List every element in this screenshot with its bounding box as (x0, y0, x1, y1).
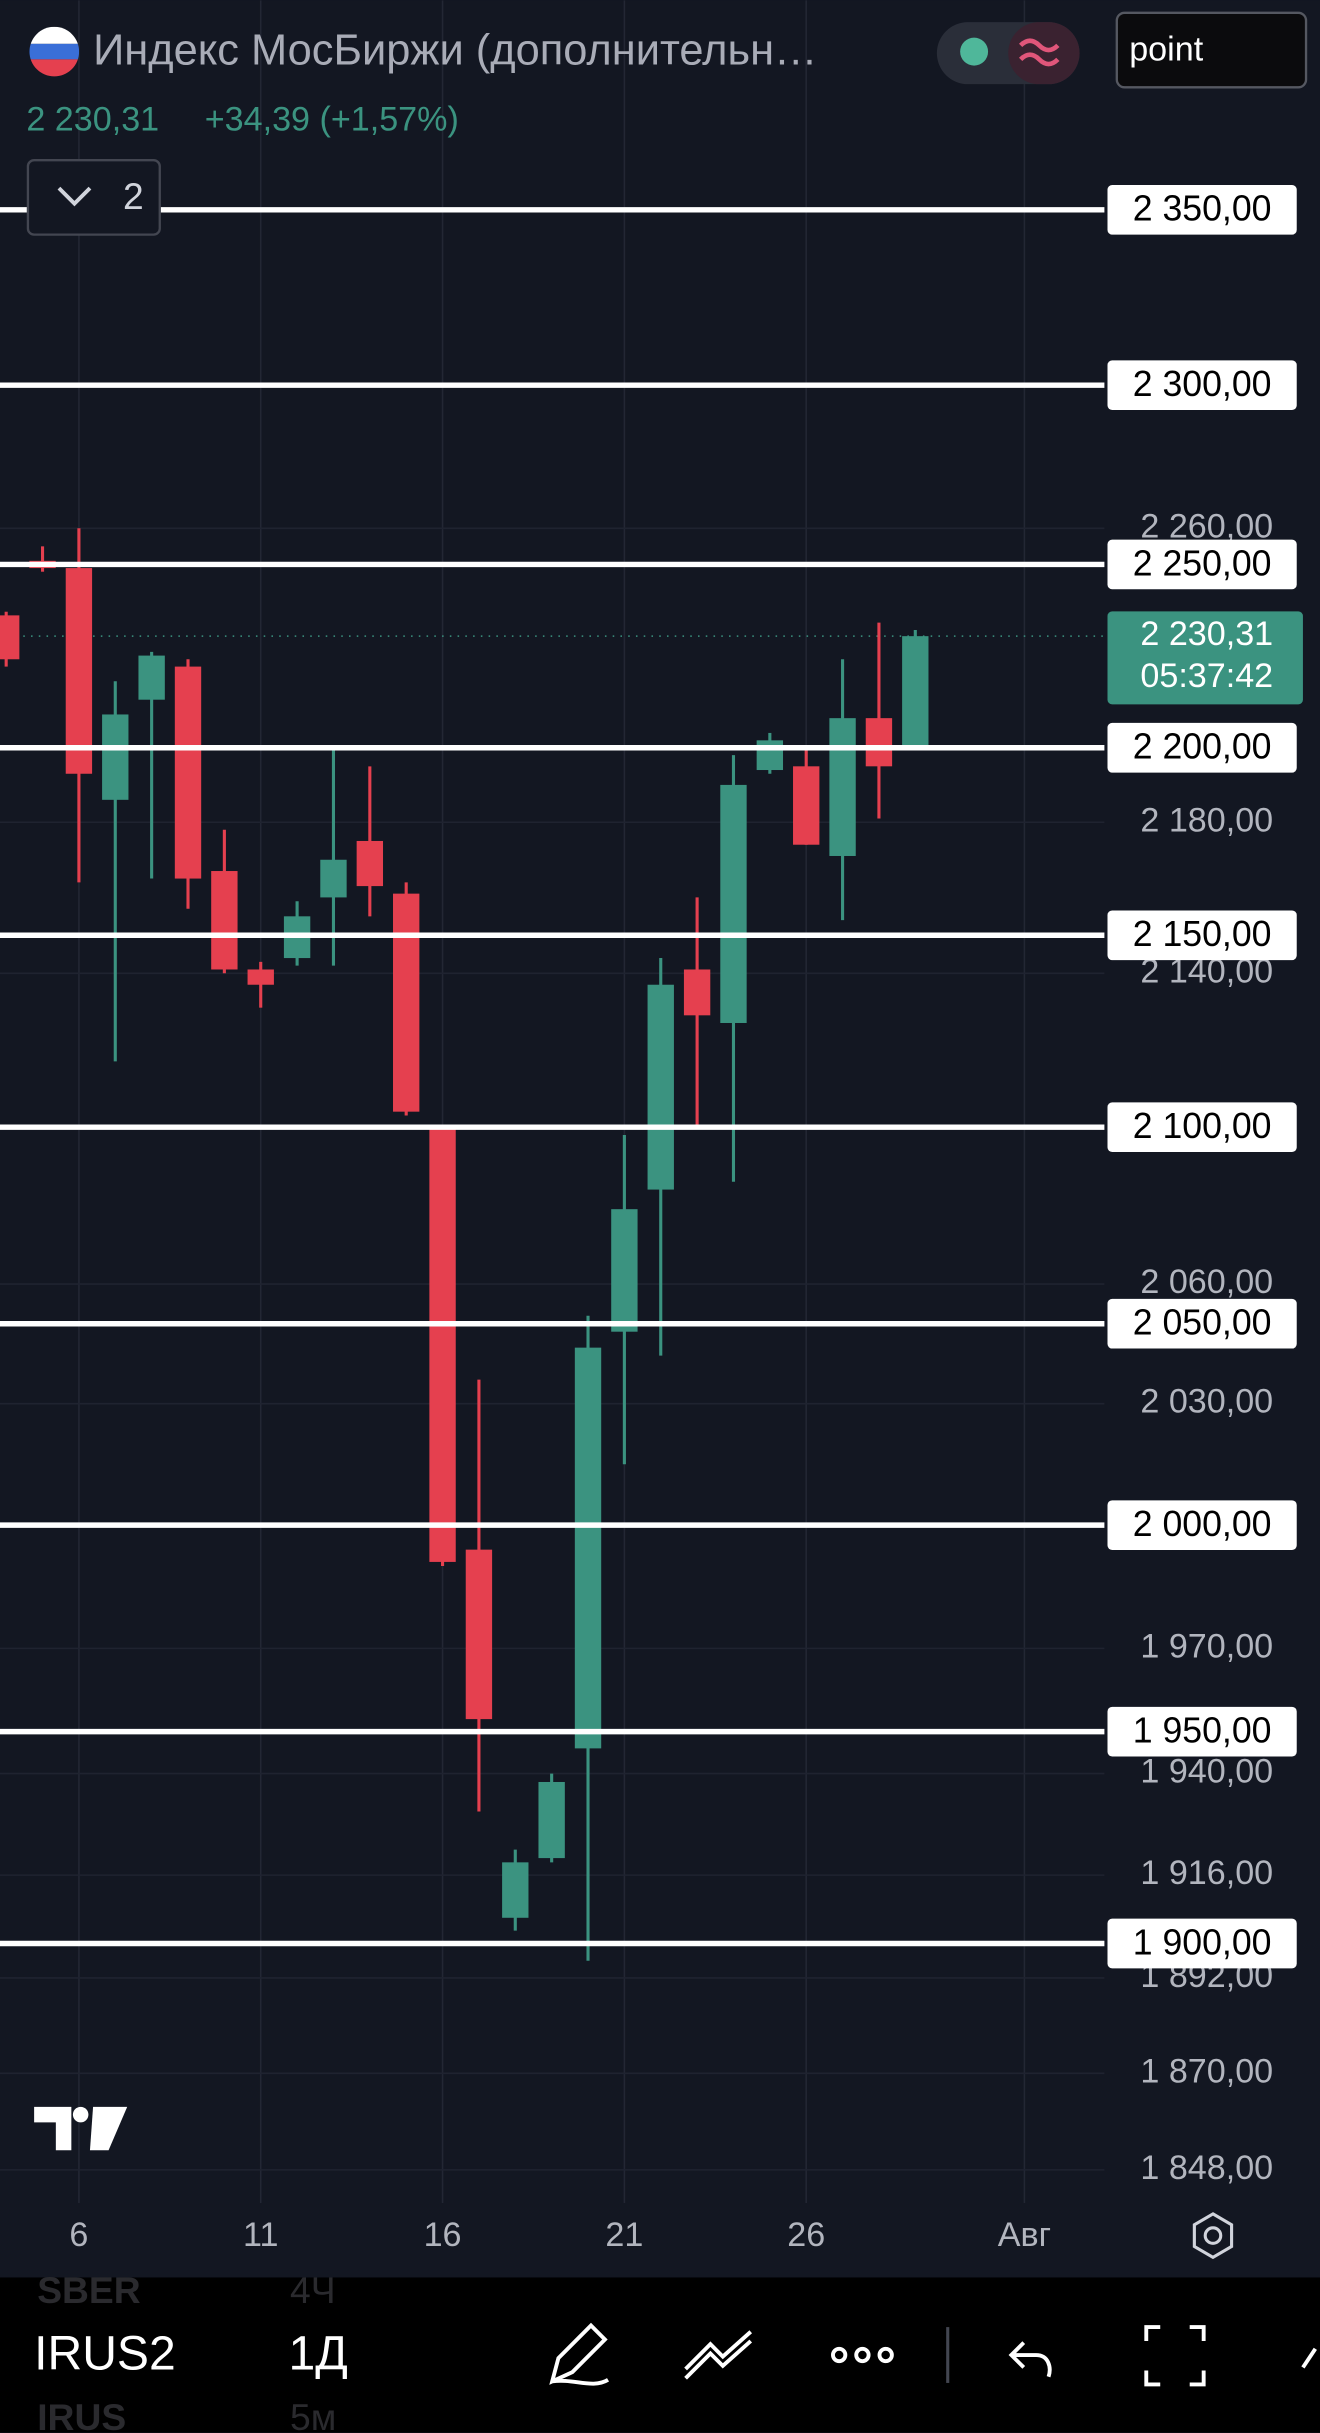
level-label-box (1107, 1918, 1297, 1969)
level-label-box (1107, 722, 1297, 773)
bottom-toolbar: SBER 4Ч IRUS 5м IRUS2 1Д (0, 2269, 1320, 2433)
candle-body (247, 969, 274, 985)
candle-body (211, 871, 238, 970)
price-change: +34,39 (+1,57%) (205, 100, 459, 138)
level-label: 2 150,00 (1133, 914, 1272, 954)
watchlist-interval: 4Ч (290, 2269, 336, 2311)
y-tick-label: 2 060,00 (1140, 1263, 1273, 1301)
candle-body (102, 714, 129, 800)
interval-button[interactable]: 1Д (289, 2326, 348, 2380)
last-price: 2 230,31 (26, 100, 159, 138)
watchlist-interval: 5м (290, 2396, 336, 2433)
level-label-box (1107, 1298, 1297, 1349)
candle-body (502, 1862, 529, 1918)
candle-body (611, 1209, 638, 1332)
level-label-box (1107, 910, 1297, 961)
candle-body (465, 1549, 493, 1720)
candle-body (756, 740, 784, 771)
y-tick-label: 1 870,00 (1140, 2052, 1273, 2090)
y-tick-label: 1 970,00 (1140, 1627, 1273, 1665)
level-label: 2 000,00 (1133, 1504, 1272, 1544)
x-tick-label: 16 (424, 2216, 462, 2254)
y-tick-label: 2 260,00 (1140, 507, 1273, 545)
x-tick-label: 11 (243, 2216, 278, 2254)
text-input[interactable]: point (1115, 11, 1308, 89)
level-label-box (1107, 539, 1297, 590)
x-tick-label: 6 (69, 2216, 88, 2254)
y-tick-label: 2 180,00 (1140, 801, 1273, 839)
tradingview-logo (34, 2106, 128, 2151)
level-label: 2 100,00 (1133, 1106, 1272, 1146)
y-tick-label: 1 848,00 (1140, 2149, 1273, 2187)
countdown: 05:37:42 (1140, 657, 1273, 695)
level-label: 2 200,00 (1133, 727, 1272, 767)
x-tick-label: 26 (787, 2216, 825, 2254)
candle-body (356, 840, 384, 887)
price-tag (1107, 611, 1303, 705)
draw-tool-button[interactable] (549, 2322, 610, 2386)
candle-body (429, 1127, 456, 1562)
candle-body (829, 718, 856, 856)
level-label-box (1107, 184, 1297, 235)
status-pill[interactable] (936, 22, 1080, 85)
candle-body (0, 615, 20, 660)
y-tick-label: 2 030,00 (1140, 1383, 1273, 1421)
flag-icon (29, 26, 80, 77)
level-label-box (1107, 1706, 1297, 1757)
symbol-button[interactable]: IRUS2 (34, 2326, 176, 2380)
x-tick-label: 21 (605, 2216, 643, 2254)
candle-body (720, 784, 747, 1023)
more-button[interactable] (831, 2346, 894, 2364)
level-label: 2 050,00 (1133, 1303, 1272, 1343)
level-label: 2 300,00 (1133, 364, 1272, 404)
undo-button[interactable] (1008, 2341, 1052, 2378)
candle-body (902, 636, 929, 748)
watchlist-symbol: SBER (37, 2269, 141, 2311)
partial-icon[interactable] (1301, 2347, 1317, 2369)
settings-icon[interactable] (1192, 2212, 1234, 2260)
level-label: 1 950,00 (1133, 1711, 1272, 1751)
candle-body (647, 984, 674, 1190)
candle-body (793, 766, 820, 845)
x-tick-label: Авг (998, 2216, 1051, 2254)
y-tick-label: 1 940,00 (1140, 1753, 1273, 1791)
level-label: 1 900,00 (1133, 1922, 1272, 1962)
level-label: 2 250,00 (1133, 543, 1272, 583)
candle-body (683, 969, 711, 1016)
input-value: point (1129, 31, 1203, 69)
y-tick-label: 1 916,00 (1140, 1854, 1273, 1892)
header: Индекс МосБиржи (дополнительн… 2 230,31 … (26, 11, 1308, 236)
level-label-box (1107, 360, 1297, 411)
symbol-title[interactable]: Индекс МосБиржи (дополнительн… (93, 27, 817, 75)
candle-body (65, 568, 93, 774)
level-label: 2 350,00 (1133, 189, 1272, 229)
watchlist-symbol: IRUS (37, 2396, 126, 2433)
indicators-toggle[interactable]: 2 (26, 159, 161, 236)
price-tag-label: 2 230,31 (1140, 615, 1273, 653)
candle-body (393, 893, 420, 1112)
indicators-count: 2 (123, 175, 144, 217)
fullscreen-button[interactable] (1144, 2325, 1206, 2387)
level-label-box (1107, 1500, 1297, 1550)
candle-body (138, 655, 165, 700)
candle-body (865, 718, 893, 767)
candle-body (174, 666, 202, 879)
trend-tool-button[interactable] (684, 2330, 753, 2380)
candle-body (574, 1347, 602, 1749)
candle-body (320, 859, 347, 898)
candle-body (538, 1781, 565, 1859)
level-label-box (1107, 1102, 1297, 1153)
